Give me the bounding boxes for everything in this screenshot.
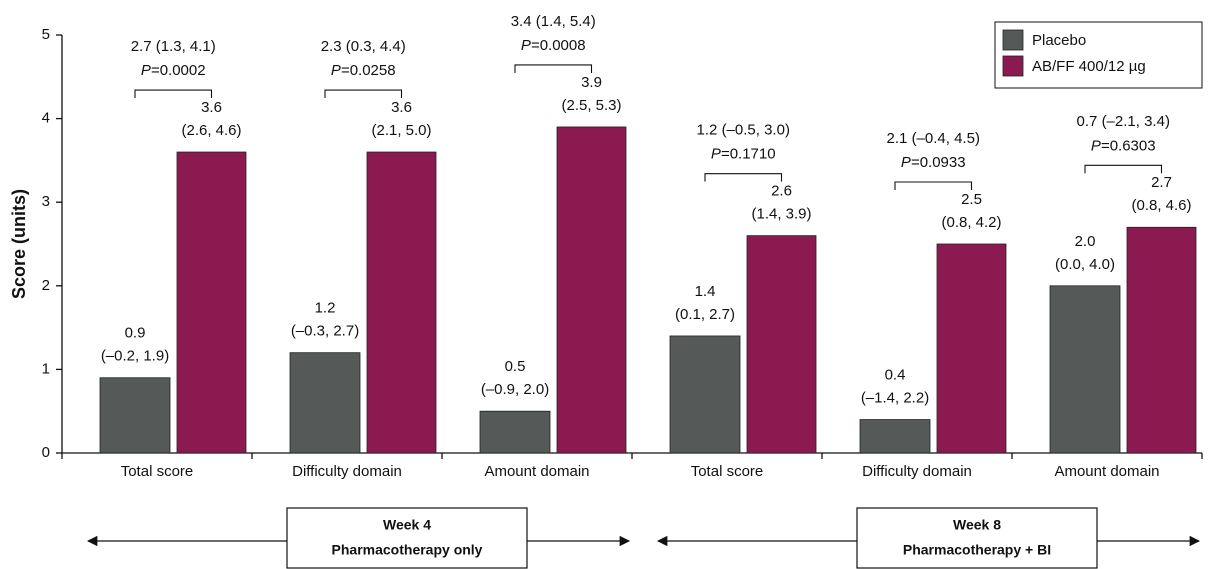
legend-label: AB/FF 400/12 µg: [1032, 58, 1146, 75]
y-tick-label: 3: [42, 193, 50, 210]
difference-label: 2.1 (–0.4, 4.5): [887, 130, 980, 147]
p-value: P=0.0258: [331, 62, 396, 79]
p-value: P=0.0002: [141, 62, 206, 79]
p-value-number: =0.0008: [531, 37, 586, 54]
value-label: 1.4: [695, 283, 716, 300]
comparison-bracket: [134, 89, 213, 99]
comparison-bracket: [324, 89, 403, 99]
p-symbol: P: [901, 154, 911, 171]
value-label: 3.6: [391, 99, 412, 116]
comparison-bracket: [1084, 164, 1163, 174]
value-label: 1.2: [315, 300, 336, 317]
bar: [99, 377, 171, 454]
bar: [746, 235, 817, 454]
ci-label: (0.1, 2.7): [675, 306, 735, 323]
comparison-bracket: [894, 181, 973, 190]
bar: [1126, 226, 1197, 454]
p-value-number: =0.0258: [341, 62, 396, 79]
ci-label: (–1.4, 2.2): [861, 390, 929, 407]
legend-box: [994, 21, 1203, 89]
bar: [366, 151, 437, 454]
y-axis-label: Score (units): [9, 189, 29, 299]
ci-label: (1.4, 3.9): [751, 206, 811, 223]
ci-label: (2.5, 5.3): [561, 97, 621, 114]
ci-label: (–0.3, 2.7): [291, 323, 359, 340]
x-tick-label: Total score: [691, 463, 764, 480]
group-box: [286, 507, 528, 569]
bar: [479, 410, 551, 454]
ci-label: (0.8, 4.6): [1131, 197, 1191, 214]
p-value-number: =0.6303: [1101, 137, 1156, 154]
legend-label: Placebo: [1032, 32, 1086, 49]
bar: [936, 243, 1007, 454]
ci-label: (–0.9, 2.0): [481, 381, 549, 398]
group-subtitle: Pharmacotherapy only: [332, 542, 483, 558]
bar: [859, 419, 931, 454]
y-tick-label: 2: [42, 277, 50, 294]
p-symbol: P: [711, 146, 721, 163]
x-tick-label: Amount domain: [1054, 463, 1159, 480]
ci-label: (–0.2, 1.9): [101, 348, 169, 365]
p-value-number: =0.0933: [911, 154, 966, 171]
group-title: Week 4: [383, 517, 431, 533]
p-value: P=0.6303: [1091, 137, 1156, 154]
p-symbol: P: [331, 62, 341, 79]
group-box: [856, 507, 1098, 569]
legend-swatch: [1002, 29, 1024, 51]
y-tick-label: 4: [42, 110, 50, 127]
p-symbol: P: [1091, 137, 1101, 154]
group-subtitle: Pharmacotherapy + BI: [903, 542, 1051, 558]
difference-label: 3.4 (1.4, 5.4): [511, 13, 596, 30]
bar: [1049, 285, 1121, 454]
ci-label: (2.1, 5.0): [371, 122, 431, 139]
p-value: P=0.0008: [521, 37, 586, 54]
bar: [289, 352, 361, 454]
difference-label: 2.7 (1.3, 4.1): [131, 38, 216, 55]
difference-label: 2.3 (0.3, 4.4): [321, 38, 406, 55]
ci-label: (0.0, 4.0): [1055, 256, 1115, 273]
difference-label: 0.7 (–2.1, 3.4): [1077, 113, 1170, 130]
value-label: 3.6: [201, 99, 222, 116]
p-value: P=0.1710: [711, 146, 776, 163]
value-label: 2.6: [771, 183, 792, 200]
y-tick-label: 1: [42, 360, 50, 377]
bar: [556, 126, 627, 454]
p-symbol: P: [521, 37, 531, 54]
difference-label: 1.2 (–0.5, 3.0): [697, 122, 790, 139]
ci-label: (0.8, 4.2): [941, 214, 1001, 231]
p-value-number: =0.1710: [721, 146, 776, 163]
value-label: 3.9: [581, 74, 602, 91]
value-label: 2.5: [961, 191, 982, 208]
p-value: P=0.0933: [901, 154, 966, 171]
ci-label: (2.6, 4.6): [181, 122, 241, 139]
value-label: 2.0: [1075, 233, 1096, 250]
bar: [669, 335, 741, 454]
x-tick-label: Total score: [121, 463, 194, 480]
value-label: 0.4: [885, 367, 906, 384]
p-symbol: P: [141, 62, 151, 79]
value-label: 0.9: [125, 325, 146, 342]
legend-swatch: [1002, 55, 1024, 77]
value-label: 0.5: [505, 358, 526, 375]
x-tick-label: Difficulty domain: [862, 463, 972, 480]
bar: [176, 151, 247, 454]
y-tick-label: 5: [42, 26, 50, 43]
y-tick-label: 0: [42, 444, 50, 461]
x-tick-label: Amount domain: [484, 463, 589, 480]
comparison-bracket: [704, 173, 783, 182]
value-label: 2.7: [1151, 174, 1172, 191]
comparison-bracket: [514, 64, 593, 73]
p-value-number: =0.0002: [151, 62, 206, 79]
x-tick-label: Difficulty domain: [292, 463, 402, 480]
group-title: Week 8: [953, 517, 1001, 533]
